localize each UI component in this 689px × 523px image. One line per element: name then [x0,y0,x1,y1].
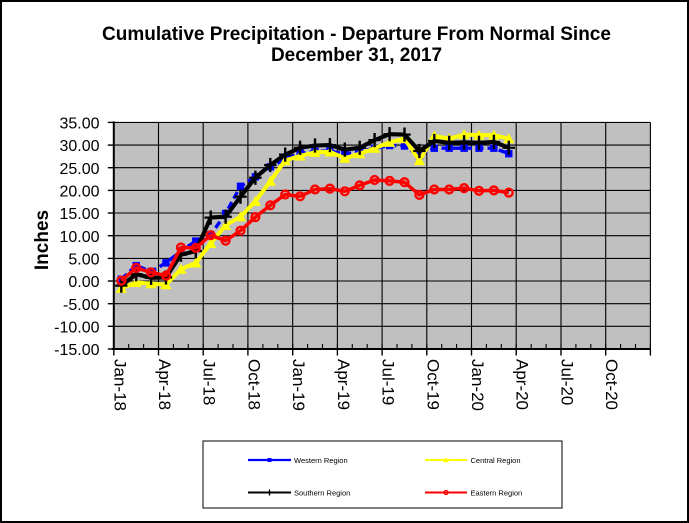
svg-text:Oct-19: Oct-19 [423,359,442,410]
svg-text:35.00: 35.00 [59,116,99,133]
svg-text:Oct-18: Oct-18 [244,359,263,410]
svg-text:Western Region: Western Region [294,456,348,465]
svg-text:25.00: 25.00 [59,161,99,178]
svg-text:0.00: 0.00 [68,274,99,291]
svg-text:Eastern Region: Eastern Region [471,488,523,497]
svg-text:15.00: 15.00 [59,206,99,223]
svg-text:Jul-20: Jul-20 [557,359,576,405]
svg-text:Apr-18: Apr-18 [155,359,174,410]
svg-text:Southern Region: Southern Region [294,488,350,497]
svg-text:Jan-18: Jan-18 [110,359,129,411]
svg-text:Oct-20: Oct-20 [602,359,621,410]
svg-text:Cumulative Precipitation - Dep: Cumulative Precipitation - Departure Fro… [102,24,611,45]
svg-text:Jul-18: Jul-18 [200,359,219,405]
svg-text:Central Region: Central Region [471,456,521,465]
svg-text:Apr-19: Apr-19 [334,359,353,410]
svg-text:-15.00: -15.00 [54,342,99,359]
svg-text:5.00: 5.00 [68,252,99,269]
svg-text:Jul-19: Jul-19 [379,359,398,405]
svg-text:10.00: 10.00 [59,229,99,246]
svg-text:30.00: 30.00 [59,138,99,155]
svg-text:-10.00: -10.00 [54,319,99,336]
svg-text:Inches: Inches [32,210,53,270]
svg-text:Jan-19: Jan-19 [289,359,308,411]
svg-text:-5.00: -5.00 [63,297,100,314]
svg-text:Jan-20: Jan-20 [468,359,487,411]
svg-text:20.00: 20.00 [59,184,99,201]
svg-text:Apr-20: Apr-20 [513,359,532,410]
svg-text:December 31, 2017: December 31, 2017 [271,45,442,66]
